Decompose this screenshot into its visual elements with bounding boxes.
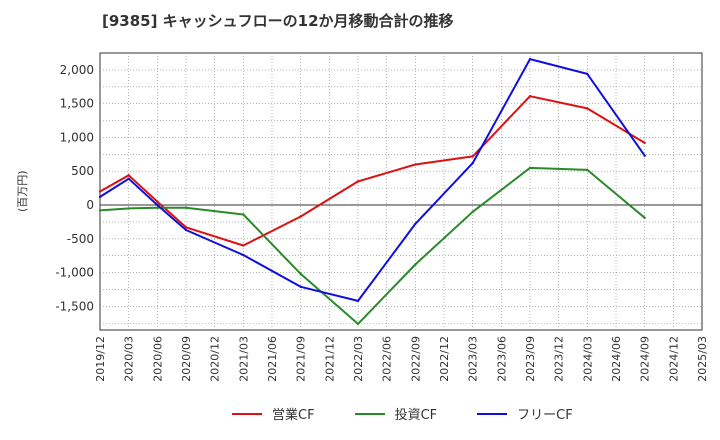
y-tick-label: -500 bbox=[67, 232, 94, 246]
data-point bbox=[156, 203, 159, 207]
legend-label-operating-cf: 営業CF bbox=[272, 408, 315, 423]
series-line-2 bbox=[99, 58, 646, 302]
data-point bbox=[471, 155, 474, 158]
legend-item-operating-cf: 営業CF bbox=[232, 404, 315, 423]
x-tick-label: 2022/03 bbox=[352, 336, 365, 382]
data-point bbox=[156, 206, 159, 209]
x-tick-label: 2021/06 bbox=[266, 336, 279, 382]
y-tick-label: 0 bbox=[86, 198, 94, 212]
data-point bbox=[528, 57, 532, 61]
data-point bbox=[127, 207, 130, 210]
data-point bbox=[98, 195, 102, 199]
data-point bbox=[586, 168, 589, 172]
x-tick-label: 2020/09 bbox=[180, 336, 193, 382]
x-tick-label: 2023/03 bbox=[467, 336, 480, 382]
x-tick-label: 2022/12 bbox=[438, 336, 451, 382]
data-point bbox=[643, 154, 646, 157]
legend-item-free-cf: フリーCF bbox=[477, 404, 573, 423]
data-point bbox=[643, 216, 646, 220]
x-tick-label: 2023/09 bbox=[524, 336, 537, 382]
data-point bbox=[414, 263, 417, 266]
data-point bbox=[414, 163, 417, 166]
data-point bbox=[414, 222, 417, 226]
series-line-1 bbox=[99, 166, 646, 325]
data-point bbox=[98, 190, 102, 193]
x-tick-label: 2025/03 bbox=[696, 336, 709, 382]
x-tick-label: 2021/03 bbox=[237, 336, 250, 382]
data-point bbox=[242, 213, 245, 216]
x-tick-label: 2019/12 bbox=[94, 336, 107, 382]
legend-label-free-cf: フリーCF bbox=[517, 408, 573, 423]
chart-title: [9385] キャッシュフローの12か月移動合計の推移 bbox=[102, 12, 454, 30]
data-point bbox=[586, 72, 589, 76]
data-point bbox=[156, 200, 159, 203]
x-tick-label: 2024/06 bbox=[610, 336, 623, 382]
plot-area bbox=[99, 52, 703, 331]
data-point bbox=[184, 206, 188, 209]
data-point bbox=[586, 107, 589, 110]
x-tick-label: 2022/06 bbox=[381, 336, 394, 382]
data-point bbox=[471, 210, 474, 213]
data-point bbox=[356, 322, 360, 326]
series-line-0 bbox=[99, 95, 646, 247]
x-tick-label: 2021/12 bbox=[323, 336, 336, 382]
data-point bbox=[356, 299, 360, 303]
data-point bbox=[242, 253, 245, 257]
y-tick-label: 1,500 bbox=[60, 97, 94, 111]
data-point bbox=[98, 209, 102, 212]
x-tick-label: 2020/03 bbox=[123, 336, 136, 382]
y-tick-label: 500 bbox=[71, 164, 94, 178]
data-point bbox=[643, 141, 646, 145]
x-tick-label: 2021/09 bbox=[295, 336, 308, 382]
x-tick-label: 2024/09 bbox=[639, 336, 652, 382]
data-point bbox=[528, 95, 532, 98]
x-tick-label: 2023/06 bbox=[495, 336, 508, 382]
data-point bbox=[184, 226, 188, 229]
data-point bbox=[184, 228, 188, 232]
data-point bbox=[127, 177, 130, 180]
x-tick-label: 2024/03 bbox=[581, 336, 594, 382]
legend-swatch-operating-cf bbox=[232, 412, 262, 415]
x-tick-label: 2022/09 bbox=[409, 336, 422, 382]
data-point bbox=[356, 180, 360, 183]
y-tick-label: 2,000 bbox=[60, 63, 94, 77]
legend-swatch-free-cf bbox=[477, 412, 508, 415]
x-tick-label: 2020/06 bbox=[151, 336, 164, 382]
data-point bbox=[242, 244, 245, 247]
legend-label-investing-cf: 投資CF bbox=[394, 408, 438, 423]
y-tick-label: 1,000 bbox=[60, 130, 94, 144]
legend-swatch-investing-cf bbox=[354, 412, 385, 415]
legend: 営業CF 投資CF フリーCF bbox=[232, 404, 573, 423]
legend-item-investing-cf: 投資CF bbox=[354, 404, 438, 423]
data-point bbox=[299, 272, 302, 276]
y-tick-label: -1,500 bbox=[55, 299, 94, 313]
x-tick-label: 2020/12 bbox=[209, 336, 222, 382]
x-tick-label: 2024/12 bbox=[667, 336, 680, 382]
data-point bbox=[127, 174, 130, 177]
data-point bbox=[299, 215, 302, 218]
x-tick-label: 2023/12 bbox=[553, 336, 566, 382]
data-point bbox=[299, 285, 302, 288]
y-tick-label: -1,000 bbox=[55, 266, 94, 280]
data-point bbox=[471, 161, 474, 165]
data-point bbox=[528, 166, 532, 170]
